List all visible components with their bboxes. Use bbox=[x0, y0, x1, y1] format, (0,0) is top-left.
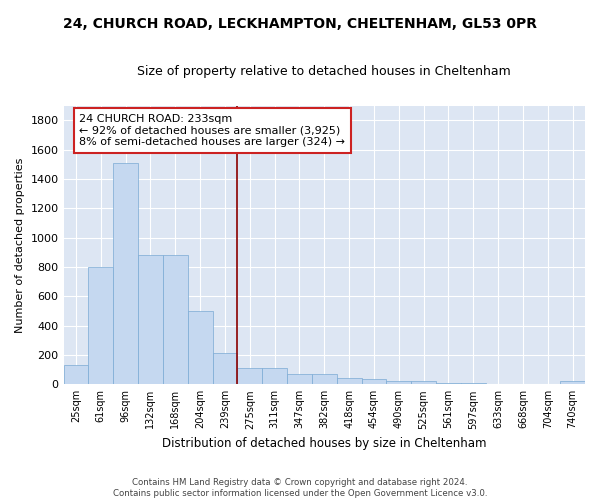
Y-axis label: Number of detached properties: Number of detached properties bbox=[15, 157, 25, 332]
Bar bbox=[163, 255, 188, 384]
Bar bbox=[188, 311, 212, 384]
Bar bbox=[64, 365, 88, 384]
Text: Contains HM Land Registry data © Crown copyright and database right 2024.
Contai: Contains HM Land Registry data © Crown c… bbox=[113, 478, 487, 498]
Bar bbox=[411, 382, 436, 384]
Text: 24, CHURCH ROAD, LECKHAMPTON, CHELTENHAM, GL53 0PR: 24, CHURCH ROAD, LECKHAMPTON, CHELTENHAM… bbox=[63, 18, 537, 32]
Bar bbox=[560, 382, 585, 384]
Bar bbox=[262, 368, 287, 384]
Bar bbox=[386, 380, 411, 384]
Bar bbox=[436, 383, 461, 384]
Bar bbox=[212, 354, 238, 384]
Bar bbox=[312, 374, 337, 384]
Bar bbox=[362, 379, 386, 384]
Text: 24 CHURCH ROAD: 233sqm
← 92% of detached houses are smaller (3,925)
8% of semi-d: 24 CHURCH ROAD: 233sqm ← 92% of detached… bbox=[79, 114, 345, 147]
Bar bbox=[461, 383, 485, 384]
Title: Size of property relative to detached houses in Cheltenham: Size of property relative to detached ho… bbox=[137, 65, 511, 78]
Bar bbox=[238, 368, 262, 384]
Bar bbox=[138, 255, 163, 384]
X-axis label: Distribution of detached houses by size in Cheltenham: Distribution of detached houses by size … bbox=[162, 437, 487, 450]
Bar bbox=[287, 374, 312, 384]
Bar bbox=[88, 267, 113, 384]
Bar bbox=[337, 378, 362, 384]
Bar bbox=[113, 163, 138, 384]
